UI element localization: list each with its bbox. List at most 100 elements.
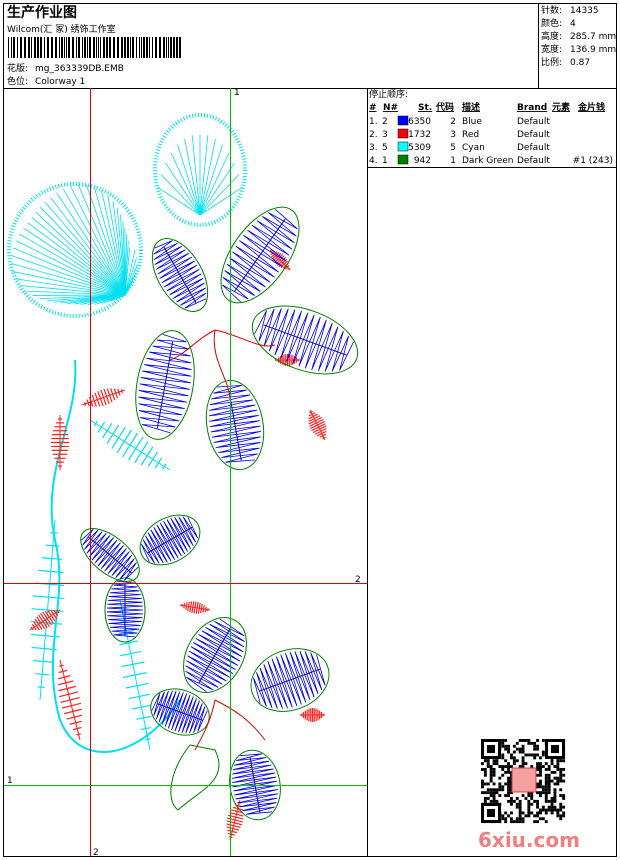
- qr-cell: [504, 759, 508, 763]
- fern-spike: [34, 618, 43, 630]
- qr-cell: [539, 785, 542, 789]
- qr-stamp: [511, 767, 537, 793]
- qr-cell: [544, 808, 548, 812]
- qr-cell: [527, 814, 531, 818]
- leaf-outline: [139, 514, 201, 566]
- bar: [136, 37, 137, 58]
- qr-cell: [504, 744, 508, 748]
- qr-cell: [510, 756, 513, 760]
- qr-cell: [481, 782, 484, 786]
- radial-stitch: [27, 222, 126, 296]
- bar: [159, 37, 161, 58]
- bud-stitch: [199, 174, 240, 216]
- qr-cell: [550, 811, 554, 815]
- radial-stitch: [86, 184, 126, 296]
- radial-stitch: [23, 227, 126, 296]
- fern-spike: [83, 402, 87, 406]
- qr-cell: [541, 788, 545, 792]
- qr-cell: [501, 744, 505, 748]
- qr-cell: [533, 753, 537, 757]
- qr-cell: [541, 750, 545, 754]
- qr-cell: [510, 799, 513, 803]
- qr-cell: [530, 741, 534, 745]
- qr-cell: [507, 788, 510, 792]
- stat-value: 14335: [570, 6, 599, 16]
- radial-stitch: [101, 190, 126, 296]
- qr-cell: [553, 797, 557, 800]
- radial-stitch: [112, 201, 126, 296]
- fern-spike: [106, 388, 113, 403]
- code: 1: [450, 156, 456, 166]
- qr-cell: [521, 750, 525, 754]
- qr-cell: [562, 779, 566, 783]
- qr-cell: [515, 797, 519, 800]
- bar: [179, 37, 181, 58]
- bar: [47, 37, 49, 58]
- qr-cell: [504, 794, 508, 797]
- bar: [176, 37, 178, 58]
- fern-spike: [60, 696, 80, 704]
- qr-cell: [486, 797, 490, 800]
- qr-cell: [501, 765, 505, 768]
- qr-cell: [539, 768, 542, 771]
- bud-stitch: [191, 135, 201, 216]
- qr-cell: [510, 811, 513, 815]
- qr-cell: [498, 782, 502, 786]
- radial-stitch: [20, 285, 126, 296]
- qr-cell: [486, 759, 490, 763]
- qr-cell: [559, 779, 563, 783]
- leaf-outline: [183, 617, 247, 693]
- vein: [163, 247, 197, 303]
- fern-spike: [314, 428, 327, 435]
- qr-cell: [492, 797, 496, 800]
- qr-cell: [562, 797, 566, 800]
- qr-cell: [510, 817, 513, 821]
- bar: [109, 37, 111, 58]
- bud-edge: [153, 113, 247, 227]
- qr-cell: [510, 779, 513, 783]
- guide-label: 2: [93, 848, 99, 858]
- fern-spike: [40, 613, 50, 627]
- radial-stitch: [11, 263, 126, 296]
- fern-spike: [311, 423, 326, 432]
- fern-spike: [110, 388, 116, 401]
- fern-spike: [36, 616, 46, 630]
- qr-cell: [541, 765, 545, 768]
- stat-value: 136.9 mm: [570, 45, 616, 55]
- qr-cell: [489, 779, 493, 783]
- qr-cell: [486, 791, 490, 795]
- border: [3, 3, 617, 857]
- qr-cell: [527, 802, 531, 806]
- qr-cell: [541, 785, 545, 789]
- qr-cell: [559, 814, 563, 818]
- qr-cell: [518, 805, 522, 809]
- bar: [173, 37, 175, 58]
- bar: [141, 37, 142, 58]
- fern-spike: [125, 682, 149, 689]
- qr-cell: [533, 820, 537, 824]
- stat-label: 颜色:: [541, 17, 562, 29]
- qr-cell: [544, 797, 548, 800]
- fern-spike: [91, 394, 97, 407]
- qr-cell: [518, 817, 522, 821]
- fern-spike: [185, 602, 188, 610]
- bar: [139, 37, 140, 58]
- qr-cell: [501, 814, 505, 818]
- radial-stitch: [78, 184, 126, 296]
- fern-spike: [113, 388, 118, 399]
- qr-cell: [483, 773, 487, 777]
- qr-cell: [539, 756, 542, 760]
- field-label: 花版:: [7, 62, 28, 74]
- fern-spike: [58, 685, 77, 692]
- column-header: Brand: [517, 103, 547, 113]
- fern-spike: [162, 463, 167, 470]
- fern-spike: [189, 601, 193, 613]
- qr-cell: [533, 799, 537, 803]
- qr-cell: [544, 799, 548, 803]
- qr-cell: [492, 762, 496, 766]
- leaf-outline: [151, 238, 209, 312]
- radial-stitch: [12, 271, 126, 296]
- fern-spike: [103, 388, 110, 404]
- qr-cell: [559, 794, 563, 797]
